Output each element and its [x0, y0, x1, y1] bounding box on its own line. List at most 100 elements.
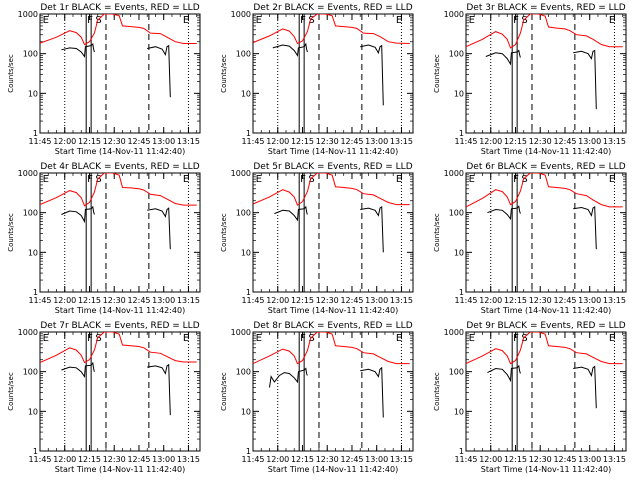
detector-panel: Det 8r BLACK = Events, RED = LLD 1 10 100 10… [220, 321, 414, 474]
y-axis-label: Counts/sec [433, 213, 441, 252]
y-axis-label: Counts/sec [7, 213, 15, 252]
y-tick-label: 100 [449, 50, 464, 59]
events-series-line [269, 367, 308, 388]
y-tick-label: 1000 [18, 169, 38, 178]
x-axis-label: Start Time (14-Nov-11 11:42:40) [268, 465, 398, 474]
event-marker-label: S [95, 333, 101, 344]
y-tick-label: 100 [236, 209, 251, 218]
x-tick-label: 12:00 [479, 455, 502, 464]
y-tick-label: 10 [454, 248, 464, 257]
chart-title: Det 3r BLACK = Events, RED = LLD [466, 3, 625, 13]
x-tick-label: 11:45 [28, 137, 51, 146]
event-marker-label: E [469, 333, 475, 344]
events-series-line [485, 49, 521, 66]
x-tick-label: 13:15 [603, 137, 626, 146]
y-tick-label: 100 [449, 368, 464, 377]
y-axis-label: Counts/sec [433, 372, 441, 411]
y-tick-label: 100 [23, 209, 38, 218]
y-tick-label: 10 [454, 407, 464, 416]
events-series-line [147, 363, 171, 416]
plot-frame [465, 331, 627, 452]
lld-series-line [40, 332, 197, 364]
lld-series-line [253, 173, 410, 206]
y-tick-label: 1000 [231, 10, 251, 19]
event-marker-label: E [396, 174, 402, 185]
y-tick-label: 100 [449, 209, 464, 218]
y-tick-label: 1000 [231, 328, 251, 337]
y-tick-label: 100 [236, 50, 251, 59]
y-tick-label: 100 [23, 50, 38, 59]
x-tick-label: 12:45 [553, 296, 576, 305]
x-tick-label: 13:00 [365, 296, 388, 305]
x-tick-label: 12:00 [266, 296, 289, 305]
y-tick-label: 1 [33, 447, 38, 456]
event-marker-label: S [95, 15, 101, 26]
x-axis-label: Start Time (14-Nov-11 11:42:40) [268, 147, 398, 156]
y-tick-label: 10 [28, 89, 38, 98]
y-tick-label: 10 [28, 248, 38, 257]
event-marker-label: F [513, 333, 519, 344]
events-series-line [147, 44, 171, 98]
chart-title: Det 6r BLACK = Events, RED = LLD [466, 162, 625, 172]
events-series-line [61, 205, 95, 224]
x-tick-label: 11:45 [241, 455, 264, 464]
event-marker-label: E [183, 333, 189, 344]
x-tick-label: 12:45 [127, 455, 150, 464]
plot-frame [465, 172, 627, 293]
events-series-line [360, 205, 384, 253]
x-tick-label: 12:00 [266, 137, 289, 146]
chart-title: Det 2r BLACK = Events, RED = LLD [253, 3, 412, 13]
event-marker-label: E [469, 15, 475, 26]
series-group [466, 14, 623, 110]
event-marker-label: F [300, 333, 306, 344]
series-group [466, 173, 623, 250]
event-lines [490, 14, 615, 133]
y-axis-label: Counts/sec [7, 372, 15, 411]
events-series-line [573, 205, 597, 250]
event-marker-label: E [396, 15, 402, 26]
event-marker-label: E [43, 174, 49, 185]
event-marker-label: F [513, 174, 519, 185]
x-tick-label: 13:00 [152, 455, 175, 464]
y-tick-label: 10 [241, 248, 251, 257]
y-tick-label: 1 [459, 288, 464, 297]
y-tick-label: 1 [246, 129, 251, 138]
x-axis-label: Start Time (14-Nov-11 11:42:40) [481, 147, 611, 156]
event-marker-label: E [43, 15, 49, 26]
x-tick-label: 13:15 [177, 296, 200, 305]
x-tick-label: 11:45 [454, 455, 477, 464]
series-group [40, 14, 197, 98]
detector-panel: Det 7r BLACK = Events, RED = LLD 1 10 100 10… [7, 321, 201, 474]
plot-frame [252, 13, 414, 134]
events-series-line [274, 205, 308, 222]
y-axis-label: Counts/sec [220, 372, 228, 411]
x-tick-label: 11:45 [241, 137, 264, 146]
lld-series-line [466, 332, 623, 365]
x-tick-label: 12:30 [316, 455, 339, 464]
y-axis-label: Counts/sec [7, 54, 15, 93]
chart-title: Det 1r BLACK = Events, RED = LLD [40, 3, 199, 13]
series-group [466, 332, 623, 409]
events-series-line [487, 364, 521, 383]
chart-title: Det 4r BLACK = Events, RED = LLD [40, 162, 199, 172]
event-marker-label: S [308, 15, 314, 26]
y-tick-label: 1 [246, 447, 251, 456]
x-tick-label: 12:00 [53, 455, 76, 464]
x-tick-label: 12:15 [78, 455, 101, 464]
chart-title: Det 5r BLACK = Events, RED = LLD [253, 162, 412, 172]
x-tick-label: 12:15 [291, 455, 314, 464]
x-tick-label: 13:15 [603, 296, 626, 305]
y-tick-label: 10 [241, 407, 251, 416]
event-marker-label: E [256, 174, 262, 185]
plot-frame [465, 13, 627, 134]
event-marker-label: F [87, 15, 93, 26]
events-series-line [360, 366, 384, 418]
event-lines [64, 173, 189, 292]
x-tick-label: 13:15 [390, 137, 413, 146]
events-series-line [272, 42, 308, 57]
x-tick-label: 12:15 [504, 455, 527, 464]
detector-panel: Det 4r BLACK = Events, RED = LLD 1 10 100 10… [7, 162, 201, 315]
x-tick-label: 13:00 [578, 137, 601, 146]
y-tick-label: 10 [454, 89, 464, 98]
